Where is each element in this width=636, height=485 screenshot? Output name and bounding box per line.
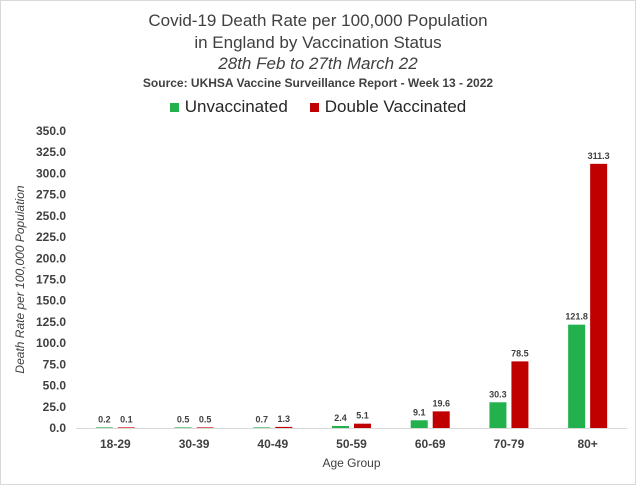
y-tick-label: 225.0 bbox=[36, 230, 66, 244]
x-tick-label: 18-29 bbox=[100, 437, 131, 451]
data-label-unvaccinated: 0.7 bbox=[256, 414, 269, 424]
bar-unvaccinated bbox=[95, 427, 113, 428]
data-label-double-vaccinated: 19.6 bbox=[432, 398, 450, 408]
bar-unvaccinated bbox=[332, 425, 349, 428]
legend-label-double-vaccinated: Double Vaccinated bbox=[324, 97, 467, 116]
y-tick-label: 0.0 bbox=[49, 421, 66, 435]
y-tick-label: 200.0 bbox=[36, 251, 66, 265]
y-tick-label: 175.0 bbox=[36, 273, 66, 287]
y-tick-label: 125.0 bbox=[36, 315, 66, 329]
x-tick-label: 60-69 bbox=[415, 437, 446, 451]
chart-source: Source: UKHSA Vaccine Surveillance Repor… bbox=[142, 76, 494, 90]
legend-label-unvaccinated: Unvaccinated bbox=[184, 97, 288, 116]
data-label-unvaccinated: 0.5 bbox=[177, 414, 190, 424]
data-label-unvaccinated: 30.3 bbox=[489, 389, 507, 399]
data-label-double-vaccinated: 1.3 bbox=[278, 414, 291, 424]
data-label-double-vaccinated: 5.1 bbox=[356, 411, 369, 421]
bar-double-vaccinated bbox=[354, 423, 371, 428]
y-tick-label: 325.0 bbox=[36, 145, 66, 159]
data-label-unvaccinated: 2.4 bbox=[334, 413, 347, 423]
y-tick-label: 300.0 bbox=[36, 166, 66, 180]
chart-title-line-1: Covid-19 Death Rate per 100,000 Populati… bbox=[148, 11, 488, 30]
bar-double-vaccinated bbox=[432, 411, 450, 428]
y-tick-label: 100.0 bbox=[36, 336, 66, 350]
y-tick-label: 75.0 bbox=[43, 357, 67, 371]
x-tick-label: 40-49 bbox=[257, 437, 288, 451]
data-label-double-vaccinated: 78.5 bbox=[511, 348, 529, 358]
data-label-double-vaccinated: 0.5 bbox=[199, 414, 212, 424]
x-axis-title: Age Group bbox=[322, 456, 380, 470]
y-tick-label: 250.0 bbox=[36, 209, 66, 223]
data-label-unvaccinated: 9.1 bbox=[413, 407, 426, 417]
data-label-unvaccinated: 121.8 bbox=[565, 312, 588, 322]
bar-unvaccinated bbox=[489, 402, 507, 428]
y-tick-label: 275.0 bbox=[36, 188, 66, 202]
bar-double-vaccinated bbox=[196, 427, 214, 428]
bar-double-vaccinated bbox=[590, 163, 608, 428]
data-label-double-vaccinated: 0.1 bbox=[120, 414, 133, 424]
data-label-double-vaccinated: 311.3 bbox=[588, 151, 610, 161]
y-tick-label: 350.0 bbox=[36, 124, 66, 138]
legend-item-double-vaccinated: Double Vaccinated bbox=[309, 97, 467, 117]
bar-unvaccinated bbox=[568, 324, 586, 428]
legend-item-unvaccinated: Unvaccinated bbox=[169, 97, 288, 117]
x-tick-label: 30-39 bbox=[179, 437, 210, 451]
y-axis-title: Death Rate per 100,000 Population bbox=[13, 185, 27, 373]
bar-unvaccinated bbox=[174, 427, 192, 428]
legend-swatch-unvaccinated bbox=[169, 102, 179, 112]
bar-unvaccinated bbox=[410, 420, 428, 428]
y-tick-label: 50.0 bbox=[43, 379, 67, 393]
bar-double-vaccinated bbox=[117, 427, 135, 428]
chart-date-range: 28th Feb to 27th March 22 bbox=[218, 54, 418, 73]
x-tick-label: 80+ bbox=[577, 437, 597, 451]
legend-swatch-double-vaccinated bbox=[309, 102, 319, 112]
chart-title-line-2: in England by Vaccination Status bbox=[194, 33, 442, 52]
bar-double-vaccinated bbox=[511, 361, 529, 428]
data-label-unvaccinated: 0.2 bbox=[98, 414, 111, 424]
legend: Unvaccinated Double Vaccinated bbox=[0, 97, 636, 117]
x-tick-label: 50-59 bbox=[336, 437, 367, 451]
x-tick-label: 70-79 bbox=[494, 437, 525, 451]
y-tick-label: 150.0 bbox=[36, 294, 66, 308]
bar-double-vaccinated bbox=[275, 426, 293, 428]
bar-unvaccinated bbox=[253, 427, 271, 428]
y-tick-label: 25.0 bbox=[43, 400, 67, 414]
